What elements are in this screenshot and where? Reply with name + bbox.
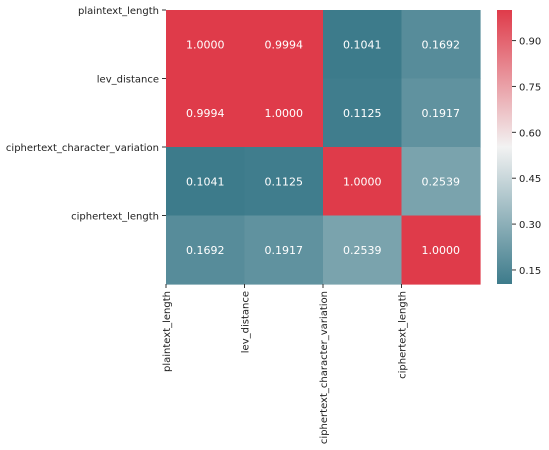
cell-value-label: 0.1125: [343, 107, 382, 120]
cell-value-label: 0.1917: [265, 244, 304, 257]
colorbar-tick-label: 0.75: [519, 82, 541, 93]
heatmap-cell: [401, 147, 481, 217]
y-tick-label: lev_distance: [97, 75, 159, 86]
x-axis-ticks: plaintext_length lev_distance ciphertext_c…: [162, 284, 409, 444]
cell-value-label: 0.1041: [186, 175, 225, 188]
cell-value-label: 0.2539: [343, 244, 382, 257]
heatmap-cell: [244, 215, 324, 285]
heatmap-cell: [323, 147, 403, 217]
cell-value-label: 0.1041: [343, 38, 382, 51]
heatmap-cell: [401, 215, 481, 285]
cell-value-label: 1.0000: [265, 107, 304, 120]
heatmap-cell: [244, 10, 324, 80]
y-tick-label: plaintext_length: [78, 6, 159, 17]
x-tick-label: ciphertext_length: [398, 291, 409, 379]
colorbar-tick-label: 0.45: [519, 174, 541, 185]
cell-value-label: 0.1917: [422, 107, 461, 120]
heatmap-cell: [401, 10, 481, 80]
heatmap-cell: [323, 10, 403, 80]
cell-value-label: 0.1692: [186, 244, 225, 257]
heatmap-cell: [323, 78, 403, 148]
heatmap-cell: [401, 78, 481, 148]
cell-value-label: 0.2539: [422, 175, 461, 188]
x-tick-label: ciphertext_character_variation: [319, 291, 330, 444]
colorbar-ticks: 0.15 0.30 0.45 0.60 0.75 0.90: [512, 37, 541, 277]
y-tick-label: ciphertext_character_variation: [6, 143, 159, 154]
colorbar-tick-label: 0.15: [519, 266, 541, 277]
colorbar-tick-label: 0.60: [519, 128, 541, 139]
x-tick-label: plaintext_length: [162, 291, 173, 372]
cell-value-label: 0.9994: [265, 38, 304, 51]
x-tick-label: lev_distance: [241, 291, 252, 353]
heatmap-cell: [166, 147, 246, 217]
colorbar-tick-label: 0.30: [519, 220, 541, 231]
heatmap-cells: [166, 10, 481, 285]
colorbar: 0.15 0.30 0.45 0.60 0.75 0.90: [497, 10, 541, 284]
y-axis-ticks: plaintext_length lev_distance ciphertext_c…: [6, 6, 166, 223]
heatmap-cell: [244, 147, 324, 217]
cell-value-label: 0.1692: [422, 38, 461, 51]
heatmap-cell: [166, 215, 246, 285]
cell-value-label: 1.0000: [343, 175, 382, 188]
colorbar-gradient: [497, 10, 512, 284]
y-tick-label: ciphertext_length: [71, 212, 159, 223]
colorbar-tick-label: 0.90: [519, 37, 541, 48]
heatmap-annotations: 1.0000 0.9994 0.1041 0.1692 0.9994 1.0000 0.11…: [186, 38, 460, 257]
cell-value-label: 1.0000: [186, 38, 225, 51]
cell-value-label: 0.1125: [265, 175, 304, 188]
heatmap-cell: [166, 78, 246, 148]
heatmap-cell: [166, 10, 246, 80]
heatmap-cell: [244, 78, 324, 148]
heatmap-cell: [323, 215, 403, 285]
cell-value-label: 0.9994: [186, 107, 225, 120]
cell-value-label: 1.0000: [422, 244, 461, 257]
